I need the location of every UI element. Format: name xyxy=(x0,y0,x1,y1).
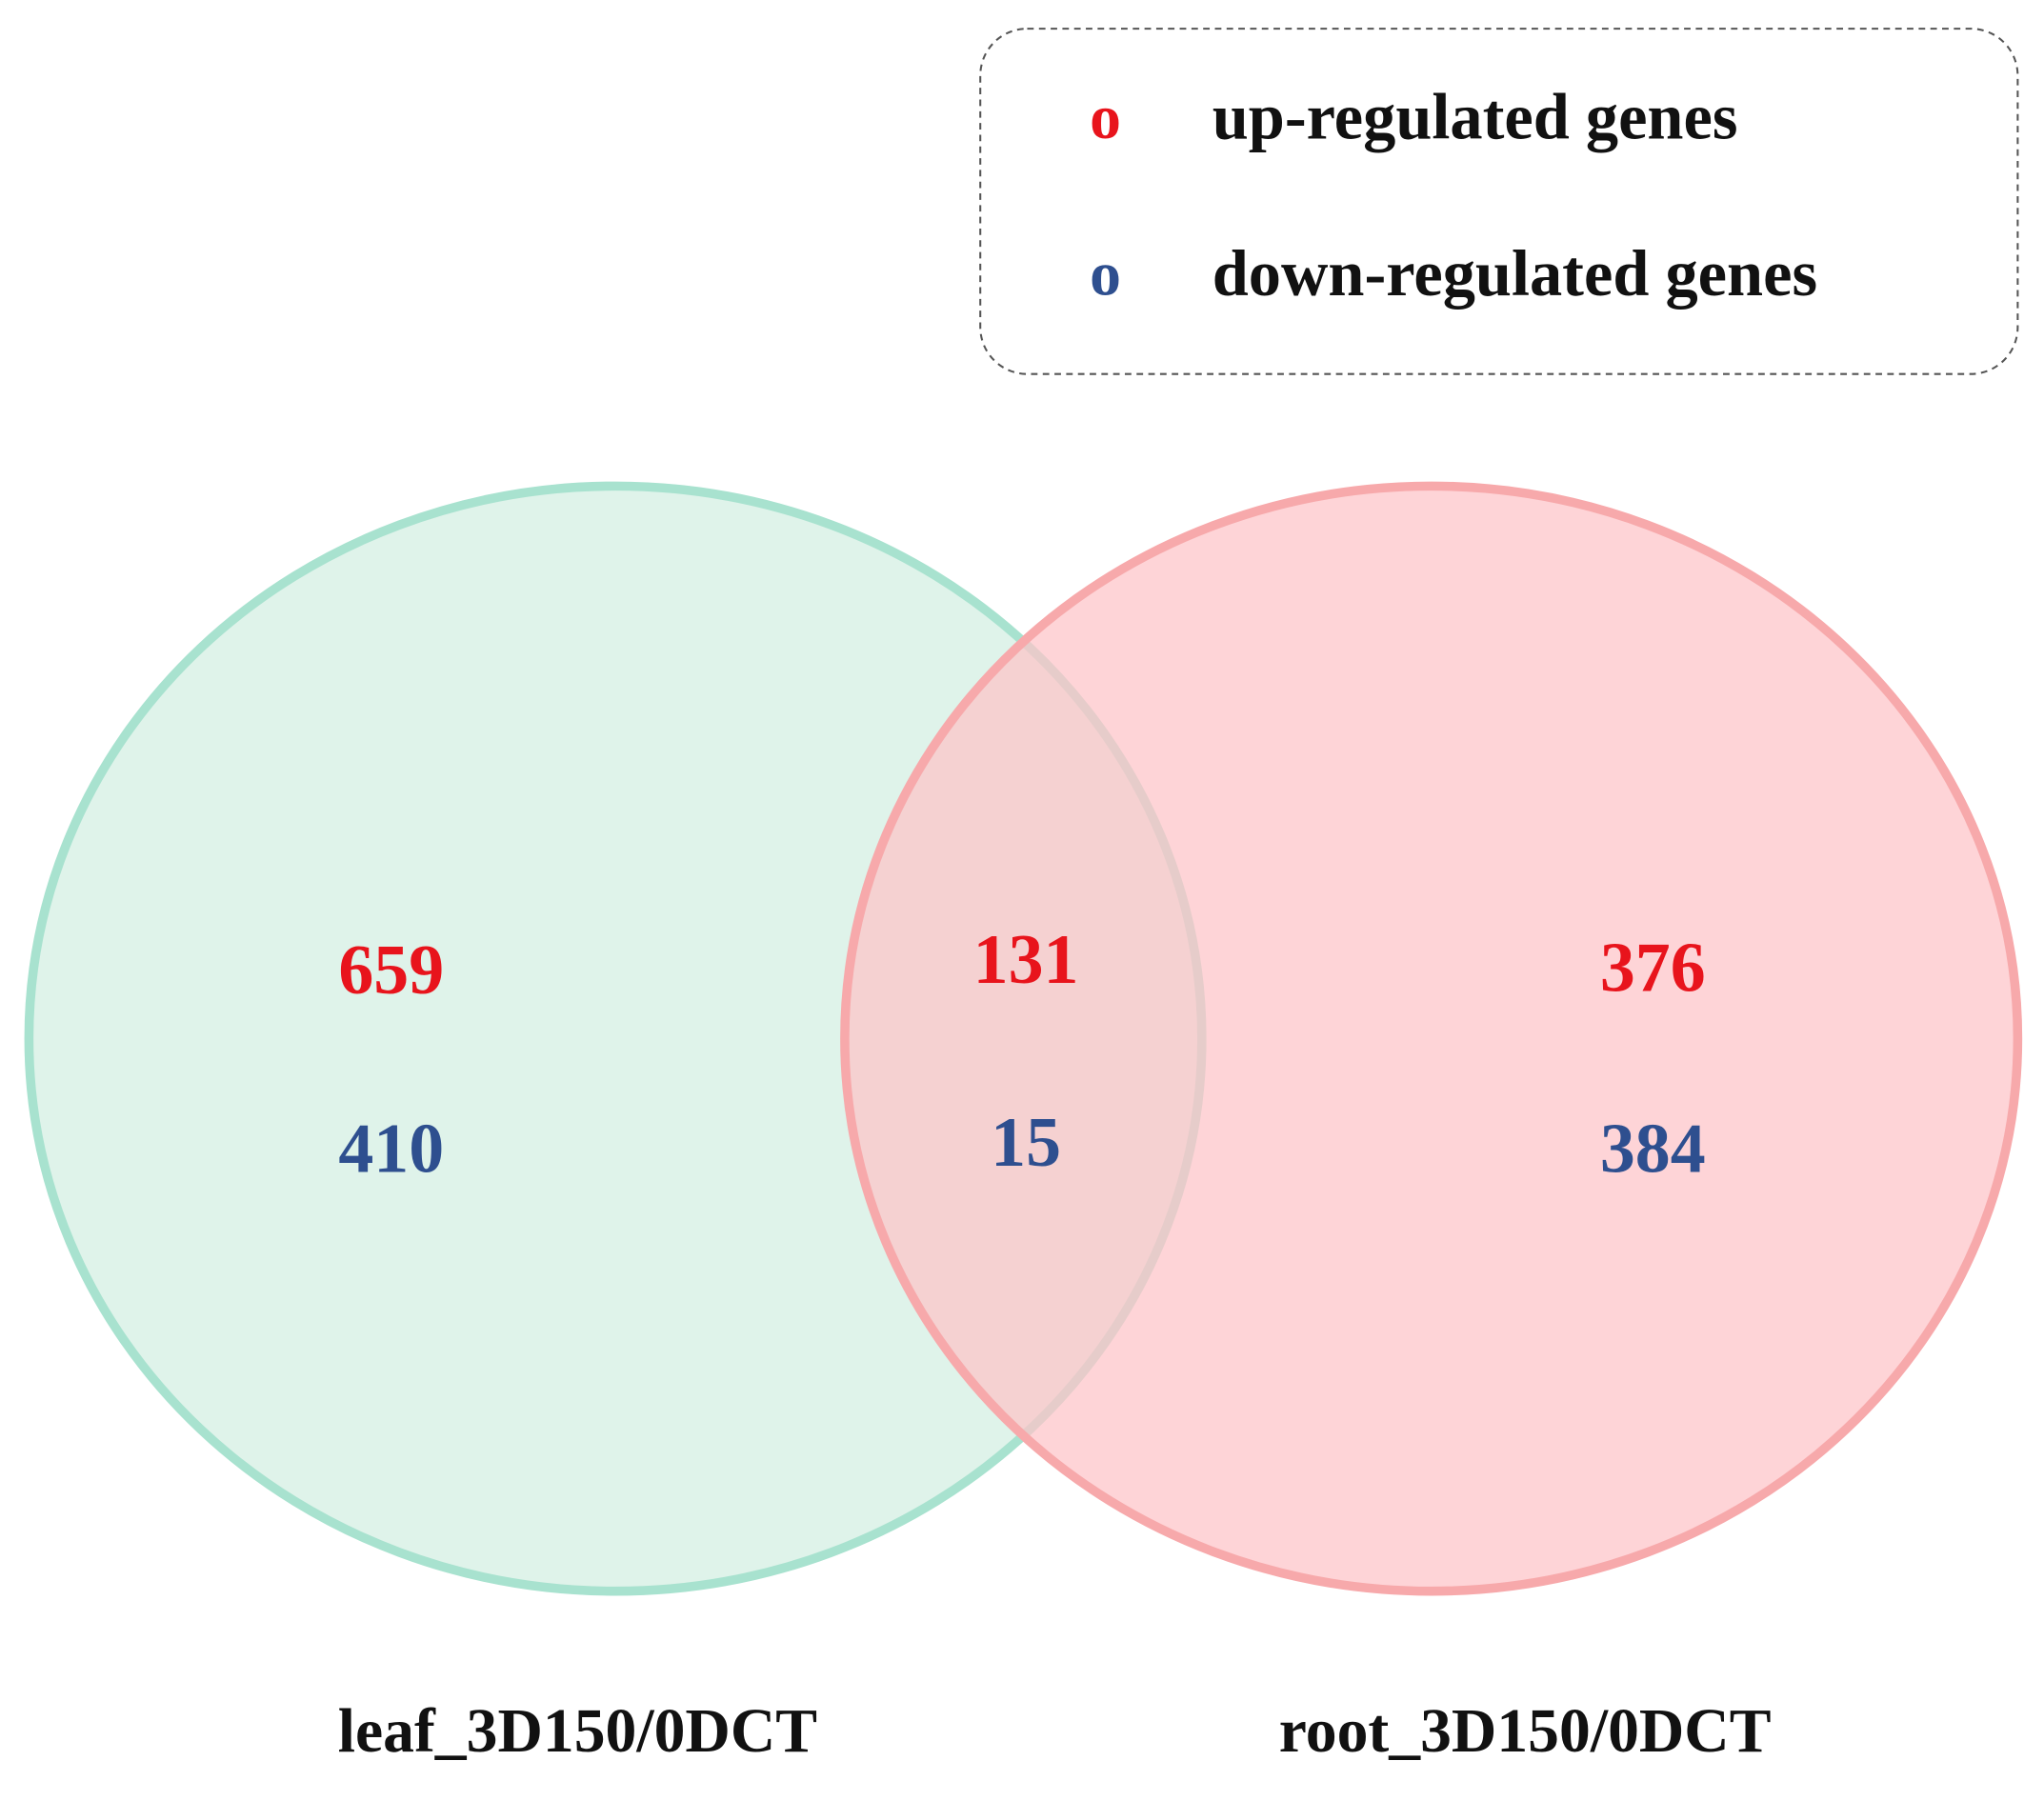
legend-label-up: up-regulated genes xyxy=(1212,81,1738,153)
legend-label-down: down-regulated genes xyxy=(1212,237,1817,310)
leaf-label: leaf_3D150/0DCT xyxy=(338,1696,817,1766)
legend-marker-down: o xyxy=(1090,239,1121,309)
shared-down-count: 15 xyxy=(991,1103,1061,1181)
root-label: root_3D150/0DCT xyxy=(1279,1696,1772,1766)
legend-marker-up: o xyxy=(1090,83,1121,152)
root-up-count: 376 xyxy=(1600,928,1706,1006)
root-circle xyxy=(840,481,2023,1596)
leaf-down-count: 410 xyxy=(338,1110,444,1188)
legend-box xyxy=(979,28,2019,375)
shared-up-count: 131 xyxy=(973,920,1079,998)
root-down-count: 384 xyxy=(1600,1110,1706,1188)
leaf-up-count: 659 xyxy=(338,931,444,1009)
